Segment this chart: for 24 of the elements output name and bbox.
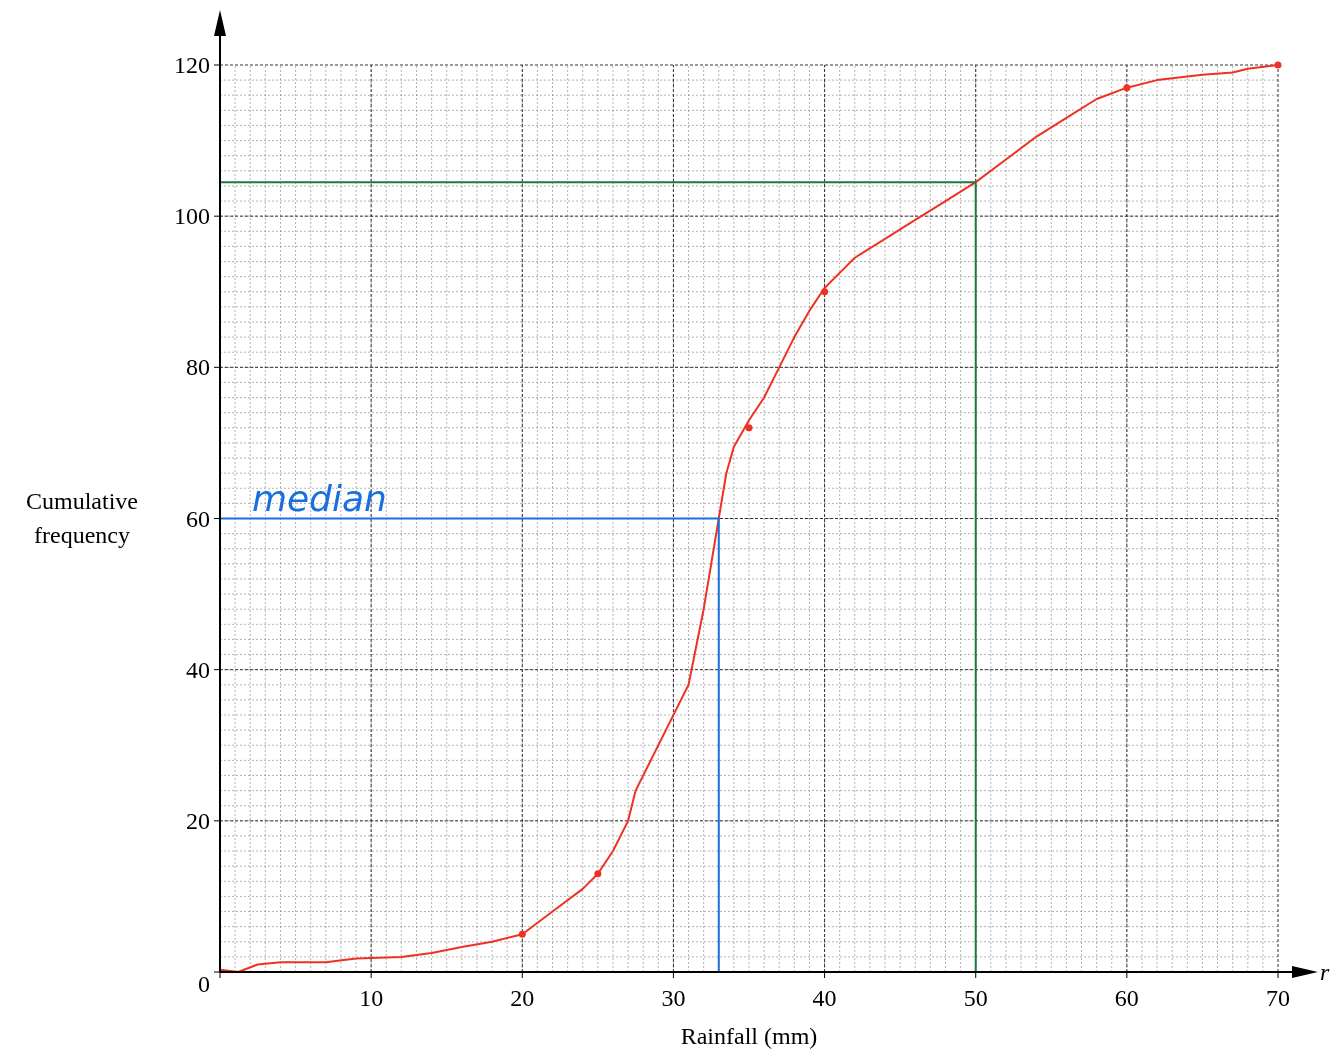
y-tick-label: 20	[186, 807, 210, 834]
point	[745, 424, 753, 432]
x-tick-label: 10	[359, 985, 384, 1011]
y-axis-title: Cumulative frequency	[26, 487, 138, 548]
x-axis-title: Rainfall (mm)	[680, 1023, 818, 1049]
y-tick-label: 100	[174, 203, 210, 230]
y-tick-label: 40	[186, 656, 210, 683]
x-tick-label: 30	[661, 985, 686, 1011]
x-tick-label: 60	[1114, 985, 1139, 1011]
x-tick-label: 50	[963, 985, 988, 1011]
point	[1274, 61, 1282, 69]
x-tick-label: 40	[812, 985, 837, 1011]
y-tick-label: 60	[186, 505, 210, 532]
y-tick-label: 80	[186, 354, 210, 381]
x-tick-label: 70	[1266, 985, 1290, 1011]
point	[518, 930, 526, 938]
y-tick-label: 120	[174, 52, 210, 78]
point	[1123, 84, 1131, 92]
text: r	[1320, 959, 1330, 985]
y-tick-label: 0	[198, 971, 210, 997]
x-tick-label: 20	[510, 985, 535, 1011]
point	[594, 870, 602, 878]
point	[821, 288, 829, 296]
annotation: median	[251, 477, 387, 519]
